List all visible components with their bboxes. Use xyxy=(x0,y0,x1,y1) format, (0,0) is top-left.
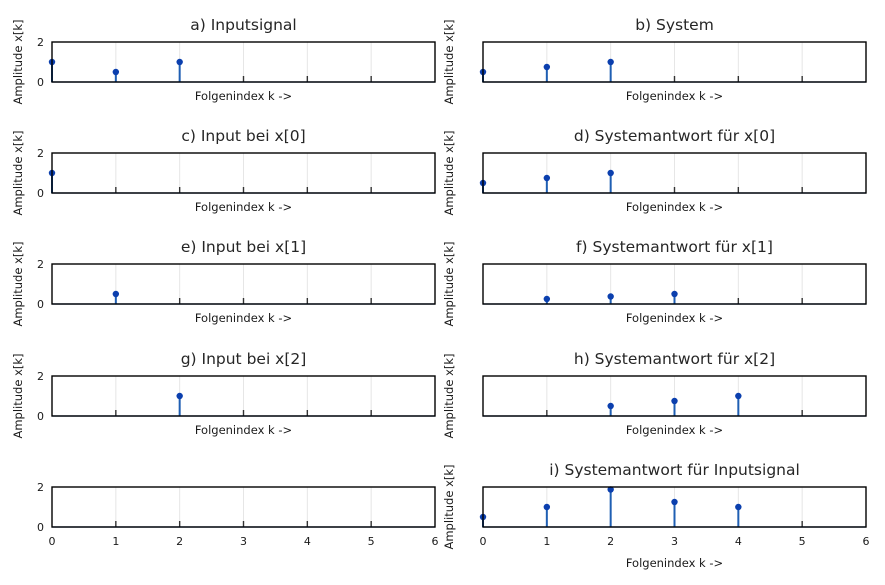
subplot-title: d) Systemantwort für x[0] xyxy=(574,127,775,145)
data-point xyxy=(671,397,678,405)
data-point xyxy=(671,498,678,506)
subplot-title: b) System xyxy=(635,16,714,34)
y-tick-label: 0 xyxy=(37,298,44,311)
x-tick-label: 2 xyxy=(176,535,183,548)
data-point xyxy=(543,174,551,182)
y-axis-label: Amplitude x[k] xyxy=(11,241,25,326)
subplot-b: b) System Amplitude x[k] Folgenindex k -> xyxy=(442,16,867,105)
plot-frame xyxy=(482,486,867,528)
subplot-a: a) Inputsignal Amplitude x[k] 0 2 Folgeninde… xyxy=(11,16,436,105)
y-axis-label: Amplitude x[k] xyxy=(442,464,456,549)
data-point xyxy=(607,58,614,66)
x-tick-label: 6 xyxy=(863,535,870,548)
subplot-c: c) Input bei x[0] Amplitude x[k] 0 2 Folgeni… xyxy=(11,127,436,216)
y-tick-label: 2 xyxy=(37,481,44,494)
data-point xyxy=(112,290,120,298)
y-tick-label: 0 xyxy=(37,410,44,423)
plot-frame xyxy=(482,263,867,305)
data-point xyxy=(735,503,742,511)
x-tick-label: 1 xyxy=(543,535,550,548)
subplot-f: f) Systemantwort für x[1] Amplitude x[k] F… xyxy=(442,238,867,327)
data-point xyxy=(607,486,614,493)
x-axis-label: Folgenindex k -> xyxy=(626,423,723,437)
data-point xyxy=(176,392,183,400)
x-axis-label: Folgenindex k -> xyxy=(195,423,292,437)
subplot-i: i) Systemantwort für Inputsignal Amplitud… xyxy=(442,461,870,570)
x-tick-label: 1 xyxy=(112,535,119,548)
subplot-title: g) Input bei x[2] xyxy=(181,350,307,368)
subplot-title: i) Systemantwort für Inputsignal xyxy=(549,461,800,479)
y-tick-label: 2 xyxy=(37,36,44,49)
subplot-title: e) Input bei x[1] xyxy=(181,238,306,256)
subplot-title: c) Input bei x[0] xyxy=(181,127,305,145)
subplot-title: h) Systemantwort für x[2] xyxy=(574,350,775,368)
plot-frame xyxy=(482,152,867,194)
x-tick-label: 5 xyxy=(368,535,375,548)
data-point xyxy=(607,402,614,410)
data-point xyxy=(543,503,551,511)
y-tick-label: 0 xyxy=(37,521,44,534)
x-axis-label: Folgenindex k -> xyxy=(626,556,723,570)
x-axis-label: Folgenindex k -> xyxy=(626,311,723,325)
y-axis-label: Amplitude x[k] xyxy=(442,353,456,438)
x-tick-label: 5 xyxy=(799,535,806,548)
y-axis-label: Amplitude x[k] xyxy=(442,19,456,104)
data-point xyxy=(607,293,614,300)
subplot-d: d) Systemantwort für x[0] Amplitude x[k] F… xyxy=(442,127,867,216)
x-tick-label: 3 xyxy=(240,535,247,548)
data-point xyxy=(543,295,551,303)
x-tick-label: 2 xyxy=(607,535,614,548)
plot-frame xyxy=(51,486,436,528)
data-point xyxy=(735,392,742,400)
plot-frame xyxy=(482,375,867,417)
data-point xyxy=(176,58,183,66)
y-tick-label: 0 xyxy=(37,76,44,89)
y-axis-label: Amplitude x[k] xyxy=(11,353,25,438)
x-axis-label: Folgenindex k -> xyxy=(195,311,292,325)
x-axis-label: Folgenindex k -> xyxy=(626,200,723,214)
y-tick-label: 0 xyxy=(37,187,44,200)
data-point xyxy=(112,68,120,76)
x-axis-label: Folgenindex k -> xyxy=(195,89,292,103)
subplot-title: f) Systemantwort für x[1] xyxy=(576,238,773,256)
data-point xyxy=(543,63,551,71)
y-tick-label: 2 xyxy=(37,258,44,271)
x-tick-label: 4 xyxy=(304,535,311,548)
y-axis-label: Amplitude x[k] xyxy=(442,241,456,326)
x-tick-label: 6 xyxy=(432,535,439,548)
data-point xyxy=(607,169,614,177)
plot-frame xyxy=(51,375,436,417)
y-axis-label: Amplitude x[k] xyxy=(11,19,25,104)
plot-frame xyxy=(51,263,436,305)
y-tick-label: 2 xyxy=(37,147,44,160)
y-tick-label: 2 xyxy=(37,370,44,383)
x-tick-label: 4 xyxy=(735,535,742,548)
subplot-e: e) Input bei x[1] Amplitude x[k] 0 2 Folgeni… xyxy=(11,238,436,327)
plot-frame xyxy=(51,41,436,83)
y-axis-label: Amplitude x[k] xyxy=(442,130,456,215)
x-tick-label: 0 xyxy=(480,535,487,548)
subplot-h: h) Systemantwort für x[2] Amplitude x[k] F… xyxy=(442,350,867,439)
data-point xyxy=(671,290,678,298)
subplot-empty: 0 2 0 1 2 3 4 5 6 xyxy=(37,481,439,548)
subplot-title: a) Inputsignal xyxy=(190,16,296,34)
x-axis-label: Folgenindex k -> xyxy=(626,89,723,103)
x-tick-label: 0 xyxy=(49,535,56,548)
plot-frame xyxy=(51,152,436,194)
y-axis-label: Amplitude x[k] xyxy=(11,130,25,215)
plot-frame xyxy=(482,41,867,83)
x-axis-label: Folgenindex k -> xyxy=(195,200,292,214)
x-tick-label: 3 xyxy=(671,535,678,548)
subplot-g: g) Input bei x[2] Amplitude x[k] 0 2 Folgeni… xyxy=(11,350,436,439)
